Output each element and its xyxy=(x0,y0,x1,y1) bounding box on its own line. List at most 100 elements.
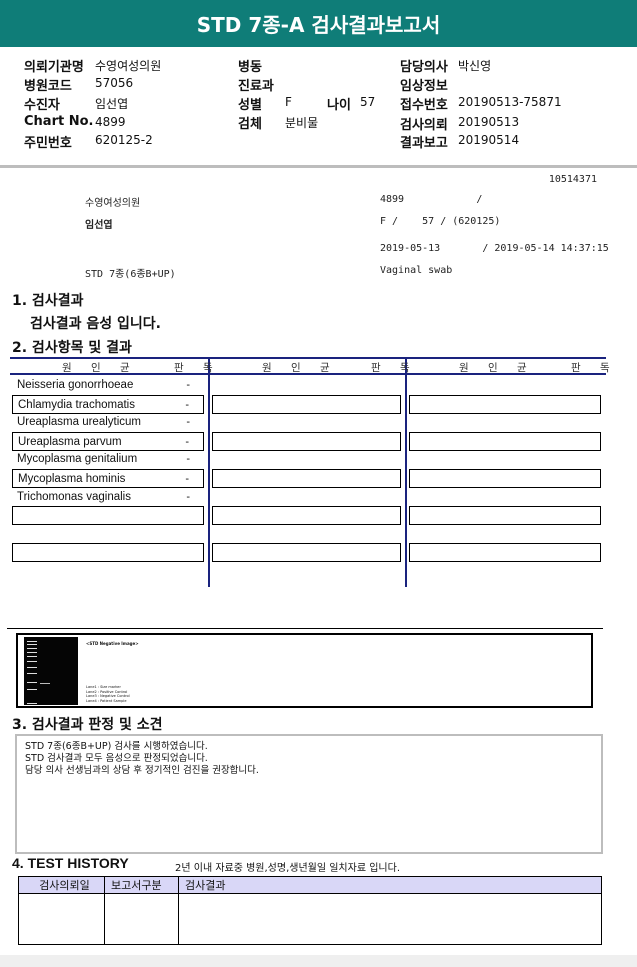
result-row: Trichomonas vaginalis - xyxy=(12,488,204,507)
history-table: 검사의뢰일 보고서구분 검사결과 xyxy=(18,876,602,945)
receipt-label: 접수번호 xyxy=(400,98,448,113)
result-row xyxy=(409,394,601,414)
pathogen-name: Ureaplasma parvum xyxy=(18,435,122,448)
pathogen-result: - xyxy=(185,435,189,448)
section3-title: 3. 검사결과 판정 및 소견 xyxy=(12,717,163,733)
age-value: 57 xyxy=(360,95,376,109)
report-title: STD 7종-A 검사결과보고서 xyxy=(0,0,637,47)
result-row: Ureaplasma urealyticum - xyxy=(12,413,204,432)
gel-legend-item: Lane1 : Size marker xyxy=(86,685,121,689)
opinion-line: 담당 의사 선생님과의 상담 후 정기적인 검진을 권장합니다. xyxy=(25,765,259,776)
result-row: Mycoplasma hominis - xyxy=(12,469,204,488)
gel-band xyxy=(27,648,37,649)
header-reading: 판 독 xyxy=(371,362,418,374)
gel-band xyxy=(27,673,37,674)
history-header-row: 검사의뢰일 보고서구분 검사결과 xyxy=(18,876,602,894)
pathogen-result: - xyxy=(185,473,189,485)
sub-patient: 임선엽 xyxy=(85,220,113,231)
age-label: 나이 xyxy=(327,98,351,113)
gel-band xyxy=(27,667,37,668)
section1-title: 1. 검사결과 xyxy=(12,293,84,309)
gel-band xyxy=(27,652,37,653)
result-row: Mycoplasma genitalium - xyxy=(12,450,204,469)
result-row xyxy=(409,469,601,488)
code-value: 57056 xyxy=(95,76,134,90)
pathogen-name: Mycoplasma genitalium xyxy=(17,453,138,466)
result-row xyxy=(12,506,204,526)
report-label: 결과보고 xyxy=(400,136,448,151)
gel-band xyxy=(40,683,50,684)
column-divider xyxy=(405,357,407,587)
clinical-label: 임상정보 xyxy=(400,79,448,94)
result-row xyxy=(212,431,401,451)
history-header: 검사결과 xyxy=(178,876,602,894)
gel-legend-item: Lane3 : Negative Control xyxy=(86,694,130,698)
history-header: 검사의뢰일 xyxy=(18,876,105,894)
history-row xyxy=(18,893,602,945)
result-row xyxy=(212,506,401,526)
patient-label: 수진자 xyxy=(24,98,60,113)
result-row xyxy=(409,506,601,526)
section2-title: 2. 검사항목 및 결과 xyxy=(12,340,132,356)
section4-title: 4. TEST HISTORY xyxy=(12,855,129,871)
request-label: 검사의뢰 xyxy=(400,118,448,133)
result-row xyxy=(409,431,601,451)
result-row xyxy=(212,543,401,563)
divider xyxy=(7,628,603,629)
gel-band xyxy=(27,661,37,662)
report-value: 20190514 xyxy=(458,133,520,147)
gel-band xyxy=(27,703,37,704)
gel-legend-item: Lane2 : Positive Control xyxy=(86,689,128,694)
result-row xyxy=(212,469,401,488)
result-row: Chlamydia trachomatis - xyxy=(12,394,204,414)
gel-band xyxy=(27,656,37,657)
sub-chart: 4899 / xyxy=(380,194,483,205)
gel-image xyxy=(24,637,78,705)
opinion-box: STD 7종(6종B+UP) 검사를 시행하였습니다. STD 검사결과 모두 … xyxy=(15,734,603,854)
table-top-line xyxy=(10,357,606,359)
gel-image-box: <STD Negative Image> Lane1 : Size marker… xyxy=(16,633,593,708)
table-header-line xyxy=(10,373,606,375)
patient-value: 임선엽 xyxy=(95,97,129,111)
specimen-value: 분비물 xyxy=(285,116,319,130)
column-divider xyxy=(208,357,210,587)
pathogen-name: Neisseria gonorrhoeae xyxy=(17,379,134,391)
doctor-value: 박신영 xyxy=(458,59,492,73)
sex-value: F xyxy=(285,95,292,109)
pathogen-result: - xyxy=(185,398,189,411)
pathogen-result: - xyxy=(186,453,190,466)
pathogen-result: - xyxy=(186,379,190,391)
gel-band xyxy=(27,689,37,690)
result-row: Neisseria gonorrhoeae - xyxy=(12,376,204,395)
pathogen-name: Chlamydia trachomatis xyxy=(18,398,135,411)
result-row xyxy=(212,394,401,414)
dept-label: 진료과 xyxy=(238,79,274,94)
header-reading: 판 독 xyxy=(571,362,618,374)
header-pathogen: 원 인 균 xyxy=(262,362,338,374)
gel-band xyxy=(27,644,37,645)
result-row: Ureaplasma parvum - xyxy=(12,431,204,451)
sub-specimen: Vaginal swab xyxy=(380,265,453,276)
section1-result: 검사결과 음성 입니다. xyxy=(30,316,161,332)
history-header: 보고서구분 xyxy=(104,876,179,894)
doctor-label: 담당의사 xyxy=(400,60,448,75)
footer-bar xyxy=(0,955,637,967)
chart-value: 4899 xyxy=(95,115,126,129)
pathogen-result: - xyxy=(186,416,190,429)
gel-legend: Lane1 : Size marker Lane2 : Positive Con… xyxy=(86,685,130,703)
hospital-label: 의뢰기관명 xyxy=(24,60,84,75)
pathogen-result: - xyxy=(186,490,190,503)
opinion-line: STD 검사결과 모두 음성으로 판정되었습니다. xyxy=(25,753,208,764)
sub-id: 10514371 xyxy=(548,174,597,185)
gel-band xyxy=(27,641,37,642)
pathogen-name: Mycoplasma hominis xyxy=(18,473,126,485)
opinion-line: STD 7종(6종B+UP) 검사를 시행하였습니다. xyxy=(25,741,208,752)
separator xyxy=(0,165,637,168)
result-row xyxy=(12,543,204,563)
rrn-value: 620125-2 xyxy=(95,133,153,147)
request-value: 20190513 xyxy=(458,115,520,129)
sub-test: STD 7종(6종B+UP) xyxy=(85,269,176,280)
sub-dates: 2019-05-13 / 2019-05-14 14:37:15 xyxy=(380,243,609,254)
header-pathogen: 원 인 균 xyxy=(62,362,138,374)
gel-caption: <STD Negative Image> xyxy=(86,641,139,646)
